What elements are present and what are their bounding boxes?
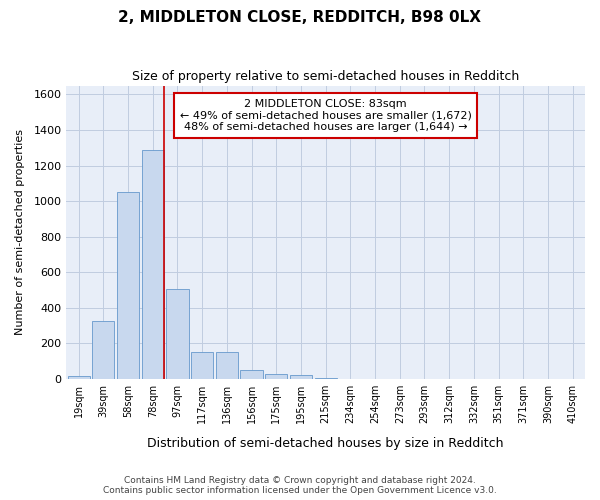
Bar	[142, 150, 164, 379]
Y-axis label: Number of semi-detached properties: Number of semi-detached properties	[15, 129, 25, 335]
Title: Size of property relative to semi-detached houses in Redditch: Size of property relative to semi-detach…	[132, 70, 519, 83]
Bar	[314, 378, 337, 379]
Text: Contains HM Land Registry data © Crown copyright and database right 2024.
Contai: Contains HM Land Registry data © Crown c…	[103, 476, 497, 495]
Bar	[166, 289, 188, 379]
Text: 2, MIDDLETON CLOSE, REDDITCH, B98 0LX: 2, MIDDLETON CLOSE, REDDITCH, B98 0LX	[119, 10, 482, 25]
Text: 2 MIDDLETON CLOSE: 83sqm
← 49% of semi-detached houses are smaller (1,672)
48% o: 2 MIDDLETON CLOSE: 83sqm ← 49% of semi-d…	[180, 99, 472, 132]
Bar	[265, 374, 287, 379]
Bar	[241, 370, 263, 379]
Bar	[290, 376, 312, 379]
Bar	[191, 352, 213, 379]
Bar	[216, 352, 238, 379]
Bar	[117, 192, 139, 379]
Bar	[68, 376, 90, 379]
Bar	[92, 321, 115, 379]
X-axis label: Distribution of semi-detached houses by size in Redditch: Distribution of semi-detached houses by …	[148, 437, 504, 450]
